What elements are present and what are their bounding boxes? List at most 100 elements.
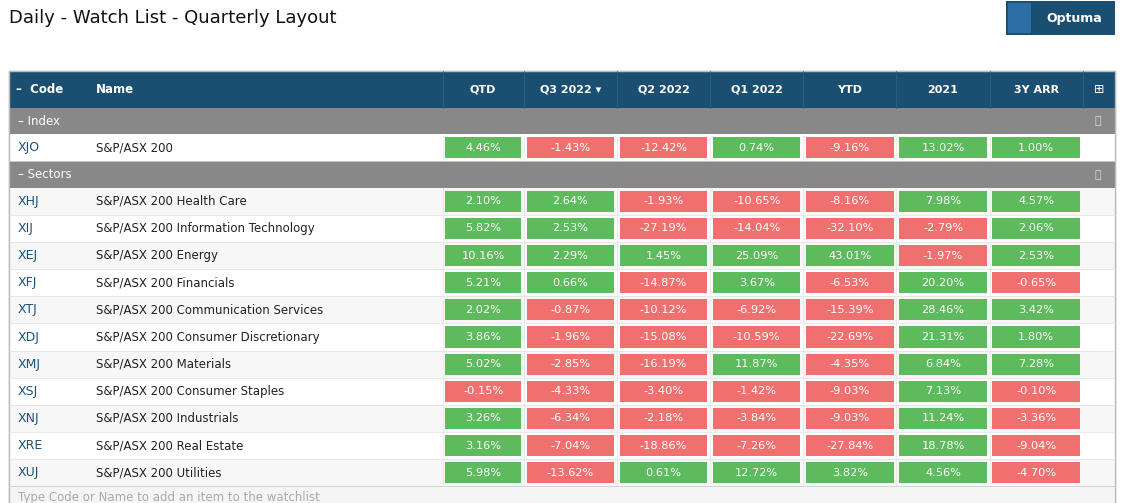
Text: XMJ: XMJ xyxy=(18,358,40,371)
Text: 7.28%: 7.28% xyxy=(1018,359,1054,369)
FancyBboxPatch shape xyxy=(992,326,1080,348)
Text: Type Code or Name to add an item to the watchlist: Type Code or Name to add an item to the … xyxy=(18,491,320,503)
Text: -15.08%: -15.08% xyxy=(640,332,687,342)
Text: -9.03%: -9.03% xyxy=(830,386,870,396)
Text: Daily - Watch List - Quarterly Layout: Daily - Watch List - Quarterly Layout xyxy=(9,9,336,27)
FancyBboxPatch shape xyxy=(9,108,1115,134)
Text: –  Code: – Code xyxy=(16,83,63,96)
Text: 21.31%: 21.31% xyxy=(922,332,964,342)
Text: -6.53%: -6.53% xyxy=(830,278,870,288)
Text: 43.01%: 43.01% xyxy=(828,250,871,261)
Text: 5.02%: 5.02% xyxy=(465,359,501,369)
FancyBboxPatch shape xyxy=(899,137,987,158)
FancyBboxPatch shape xyxy=(992,408,1080,429)
Text: -4.70%: -4.70% xyxy=(1016,468,1057,478)
Text: -0.15%: -0.15% xyxy=(463,386,504,396)
Text: -22.69%: -22.69% xyxy=(826,332,873,342)
Text: -2.79%: -2.79% xyxy=(923,223,963,233)
Text: -14.04%: -14.04% xyxy=(733,223,780,233)
Text: 1.00%: 1.00% xyxy=(1018,143,1054,153)
Text: 1.80%: 1.80% xyxy=(1018,332,1054,342)
Text: XSJ: XSJ xyxy=(18,385,38,398)
Text: -18.86%: -18.86% xyxy=(640,441,687,451)
Text: S&P/ASX 200: S&P/ASX 200 xyxy=(96,141,173,154)
Text: 7.13%: 7.13% xyxy=(925,386,961,396)
Text: -15.39%: -15.39% xyxy=(826,305,873,315)
Text: -1.43%: -1.43% xyxy=(551,143,590,153)
Text: -1.97%: -1.97% xyxy=(923,250,963,261)
FancyBboxPatch shape xyxy=(526,137,614,158)
FancyBboxPatch shape xyxy=(445,272,520,293)
Text: S&P/ASX 200 Industrials: S&P/ASX 200 Industrials xyxy=(96,412,238,425)
Text: 25.09%: 25.09% xyxy=(735,250,778,261)
FancyBboxPatch shape xyxy=(9,486,1115,503)
FancyBboxPatch shape xyxy=(445,435,520,456)
FancyBboxPatch shape xyxy=(445,408,520,429)
FancyBboxPatch shape xyxy=(9,161,1115,188)
FancyBboxPatch shape xyxy=(899,462,987,483)
Text: 2.53%: 2.53% xyxy=(552,223,588,233)
FancyBboxPatch shape xyxy=(992,272,1080,293)
Text: -8.16%: -8.16% xyxy=(830,196,870,206)
Text: – Index: – Index xyxy=(18,115,60,128)
FancyBboxPatch shape xyxy=(445,381,520,402)
FancyBboxPatch shape xyxy=(899,218,987,239)
Text: 3.82%: 3.82% xyxy=(832,468,868,478)
FancyBboxPatch shape xyxy=(806,435,894,456)
Text: -6.92%: -6.92% xyxy=(736,305,777,315)
Text: 2.29%: 2.29% xyxy=(552,250,588,261)
FancyBboxPatch shape xyxy=(526,435,614,456)
Text: 5.21%: 5.21% xyxy=(465,278,501,288)
FancyBboxPatch shape xyxy=(619,462,707,483)
FancyBboxPatch shape xyxy=(9,432,1115,459)
Text: 2021: 2021 xyxy=(927,85,959,95)
FancyBboxPatch shape xyxy=(9,242,1115,269)
Text: -10.59%: -10.59% xyxy=(733,332,780,342)
Text: YTD: YTD xyxy=(837,85,862,95)
Text: 3.26%: 3.26% xyxy=(465,413,501,424)
Text: -6.34%: -6.34% xyxy=(551,413,590,424)
FancyBboxPatch shape xyxy=(526,191,614,212)
Text: 1.45%: 1.45% xyxy=(645,250,681,261)
Text: S&P/ASX 200 Information Technology: S&P/ASX 200 Information Technology xyxy=(96,222,315,235)
Text: -0.87%: -0.87% xyxy=(551,305,590,315)
Text: Name: Name xyxy=(96,83,134,96)
Text: 0.61%: 0.61% xyxy=(645,468,681,478)
FancyBboxPatch shape xyxy=(899,408,987,429)
Text: XJO: XJO xyxy=(18,141,40,154)
FancyBboxPatch shape xyxy=(9,269,1115,296)
FancyBboxPatch shape xyxy=(9,378,1115,405)
Text: -12.42%: -12.42% xyxy=(640,143,687,153)
FancyBboxPatch shape xyxy=(899,272,987,293)
FancyBboxPatch shape xyxy=(992,435,1080,456)
FancyBboxPatch shape xyxy=(992,218,1080,239)
Text: -1.93%: -1.93% xyxy=(643,196,683,206)
FancyBboxPatch shape xyxy=(806,326,894,348)
Text: S&P/ASX 200 Financials: S&P/ASX 200 Financials xyxy=(96,276,234,289)
Text: -1.96%: -1.96% xyxy=(551,332,590,342)
FancyBboxPatch shape xyxy=(526,326,614,348)
Text: ⊞: ⊞ xyxy=(1094,83,1104,96)
Text: 28.46%: 28.46% xyxy=(922,305,964,315)
Text: XUJ: XUJ xyxy=(18,466,39,479)
Text: XRE: XRE xyxy=(18,439,43,452)
FancyBboxPatch shape xyxy=(445,218,520,239)
FancyBboxPatch shape xyxy=(9,71,1115,503)
Text: XHJ: XHJ xyxy=(18,195,39,208)
Text: XDJ: XDJ xyxy=(18,330,39,344)
FancyBboxPatch shape xyxy=(806,354,894,375)
FancyBboxPatch shape xyxy=(713,218,800,239)
FancyBboxPatch shape xyxy=(992,137,1080,158)
Text: -3.84%: -3.84% xyxy=(736,413,777,424)
Text: S&P/ASX 200 Health Care: S&P/ASX 200 Health Care xyxy=(96,195,246,208)
FancyBboxPatch shape xyxy=(619,326,707,348)
Text: 2.10%: 2.10% xyxy=(465,196,501,206)
FancyBboxPatch shape xyxy=(9,459,1115,486)
FancyBboxPatch shape xyxy=(445,354,520,375)
FancyBboxPatch shape xyxy=(619,191,707,212)
Text: -2.85%: -2.85% xyxy=(551,359,590,369)
FancyBboxPatch shape xyxy=(713,137,800,158)
Text: 7.98%: 7.98% xyxy=(925,196,961,206)
Text: 2.06%: 2.06% xyxy=(1018,223,1054,233)
Text: S&P/ASX 200 Communication Services: S&P/ASX 200 Communication Services xyxy=(96,303,323,316)
